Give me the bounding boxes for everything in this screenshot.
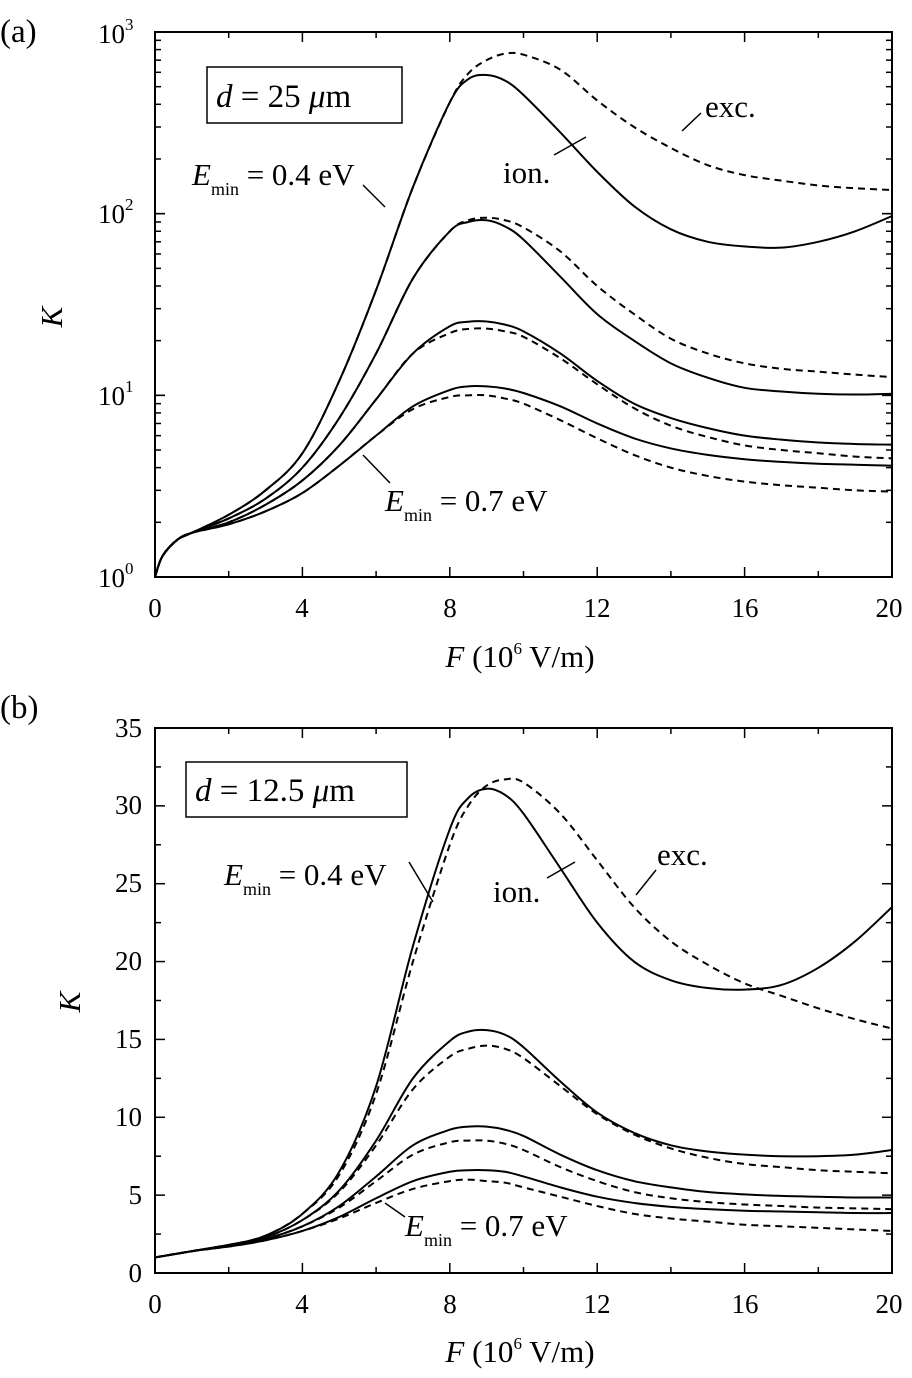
panel-b-y-tick-2: 10: [115, 1102, 142, 1132]
excitation-curve-3: [154, 216, 893, 578]
ionization-curve-0: [154, 787, 893, 1259]
panel-a-emin-low: Emin = 0.7 eV: [384, 483, 548, 525]
panel-a-d-label: d = 25 μm: [216, 79, 351, 115]
panel-a-frame: [154, 31, 893, 578]
panel-b-ion-label: ion.: [493, 874, 540, 909]
panel-a-y-axis-title: K: [34, 304, 69, 328]
panel-b-x-tick-5: 20: [876, 1289, 903, 1319]
panel-a-y-tick-0: 100: [98, 559, 134, 593]
excitation-curve-1: [154, 777, 893, 1259]
panel-b-y-tick-labels: 0 5 10 15 20 25 30 35: [115, 713, 142, 1288]
panel-b-label: (b): [0, 690, 38, 726]
panel-b-y-tick-5: 25: [115, 868, 142, 898]
panel-b-emin-high-leader: [408, 861, 434, 903]
panel-a-y-tick-2: 102: [98, 195, 134, 229]
excitation-curve-7: [154, 1178, 893, 1259]
panel-a-curves: [154, 51, 893, 578]
panel-b-y-tick-4: 20: [115, 946, 142, 976]
panel-b-x-tick-1: 4: [295, 1289, 309, 1319]
excitation-curve-5: [154, 1139, 893, 1259]
panel-a-exc-label: exc.: [705, 89, 756, 124]
panel-a-y-tick-1: 101: [98, 377, 134, 411]
panel-a-emin-high: Emin = 0.4 eV: [191, 157, 355, 199]
panel-b-ion-leader: [546, 861, 576, 879]
panel-b-x-axis-title: F (106 V/m): [444, 1334, 594, 1369]
panel-b-y-tick-6: 30: [115, 790, 142, 820]
panel-b-d-box: [185, 761, 408, 818]
panel-b-x-tick-4: 16: [732, 1289, 759, 1319]
panel-a-x-axis-title: F (106 V/m): [444, 639, 594, 674]
ionization-curve-0: [154, 73, 893, 578]
panel-a-x-tick-3: 12: [584, 593, 611, 623]
ionization-curve-2: [154, 1028, 893, 1259]
panel-a-ion-leader: [553, 136, 587, 156]
panel-a-d-box: [206, 66, 403, 124]
panel-a-x-tick-labels: 0 4 8 12 16 20: [148, 593, 902, 623]
panel-a-x-tick-4: 16: [732, 593, 759, 623]
panel-a-x-tick-5: 20: [876, 593, 903, 623]
panel-b-d-label: d = 12.5 μm: [195, 773, 355, 809]
excitation-curve-3: [154, 1044, 893, 1259]
panel-a-emin-high-leader: [362, 184, 386, 208]
panel-b-exc-label: exc.: [657, 837, 708, 872]
panel-b: (b) 0 5 10 15 20 25 30 35 0 4 8 12 16 20…: [0, 690, 903, 1369]
excitation-curve-7: [154, 394, 893, 578]
panel-b-y-tick-7: 35: [115, 713, 142, 743]
panel-b-y-axis-title: K: [52, 989, 87, 1013]
panel-b-y-tick-3: 15: [115, 1024, 142, 1054]
panel-a-y-tick-3: 103: [98, 15, 134, 49]
panel-a-label: (a): [0, 14, 37, 50]
panel-b-emin-low-leader: [384, 1202, 406, 1218]
panel-b-x-tick-labels: 0 4 8 12 16 20: [148, 1289, 902, 1319]
panel-a-x-tick-0: 0: [148, 593, 162, 623]
panel-b-x-tick-0: 0: [148, 1289, 162, 1319]
panel-b-frame: [154, 727, 893, 1274]
panel-b-y-tick-1: 5: [129, 1180, 143, 1210]
panel-b-emin-high: Emin = 0.4 eV: [223, 857, 387, 899]
panel-b-y-tick-0: 0: [129, 1258, 143, 1288]
panel-b-x-tick-3: 12: [584, 1289, 611, 1319]
panel-a-exc-leader: [681, 112, 702, 132]
excitation-curve-5: [154, 327, 893, 578]
excitation-curve-1: [154, 51, 893, 578]
panel-b-exc-leader: [635, 869, 657, 896]
panel-a-ion-label: ion.: [503, 155, 550, 190]
panel-a-x-tick-2: 8: [443, 593, 457, 623]
panel-a: (a) 100 101 102 103 0 4 8 12 16 20 K F (…: [0, 14, 903, 674]
panel-b-curves: [154, 777, 893, 1259]
panel-a-emin-low-leader: [362, 454, 391, 484]
ionization-curve-2: [154, 218, 893, 578]
panel-a-x-tick-1: 4: [295, 593, 309, 623]
panel-b-emin-low: Emin = 0.7 eV: [404, 1208, 568, 1250]
ionization-curve-4: [154, 1125, 893, 1259]
panel-a-y-tick-labels: 100 101 102 103: [98, 15, 134, 593]
ionization-curve-6: [154, 385, 893, 578]
panel-b-x-tick-2: 8: [443, 1289, 457, 1319]
